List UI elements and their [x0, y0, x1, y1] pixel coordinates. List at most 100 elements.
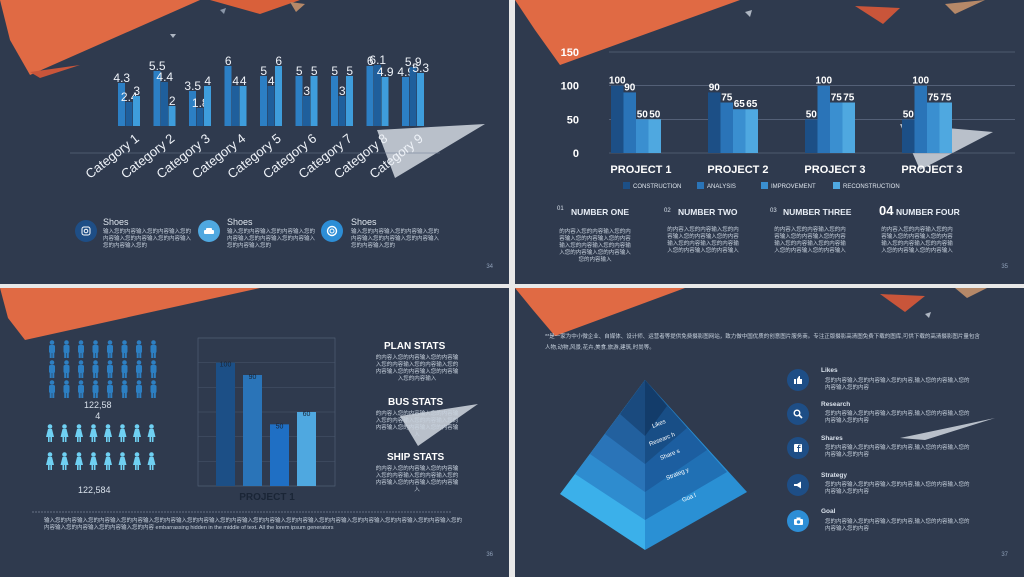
- data-label: 4: [240, 74, 247, 88]
- data-label: 5: [331, 64, 338, 78]
- female-icon: [47, 452, 53, 457]
- category-label: PROJECT 3: [901, 164, 962, 176]
- item-text: 您的内容输入您的内容输入您的内容,输入您的内容输入您的内容输入您的内容: [825, 482, 970, 495]
- search-icon: [787, 403, 809, 425]
- female-icon: [91, 424, 96, 429]
- bar: [295, 76, 303, 126]
- male-icon: [107, 380, 113, 385]
- slide-34[interactable]: 4.3 2.4 3 Category 1 5.5 4.4 2 Category 2 3.5 1.8…: [0, 0, 509, 284]
- male-icon: [49, 340, 55, 345]
- bar: [623, 92, 636, 153]
- female-icon: [149, 452, 154, 457]
- number-title: NUMBER FOUR: [896, 207, 960, 217]
- bar: [648, 119, 661, 153]
- stats-text: 的内容入您的内容输入您的内容输入您的内容输入您的内容输入您的内容输入您的内容输入…: [375, 411, 459, 438]
- data-label: 100: [815, 76, 832, 87]
- bar: [817, 85, 830, 153]
- data-label: 90: [624, 82, 636, 93]
- bar: [331, 76, 338, 126]
- bar: [417, 73, 424, 126]
- number-index: 04: [879, 203, 894, 218]
- data-label: 75: [721, 93, 733, 104]
- slide-36[interactable]: 122,58 4 122,584 100 90 50 60 PROJECT 1 PLAN…: [0, 288, 509, 572]
- number-index: 02: [664, 208, 671, 214]
- feature-text: 输入您的内容输入您的内容输入您的内容输入您的内容输入您的内容输入您的内容输入您的: [351, 229, 440, 249]
- bar: [402, 77, 409, 126]
- car-icon: [198, 220, 220, 242]
- intro-text: **是一家为中小微企业、自媒体、设计师、运营者等提供免费摄影图网站，致力做中国优…: [545, 334, 980, 351]
- stats-text: 的内容入您的内容输入您的内容输入您的内容输入您的内容输入您的内容输入您的内容输入…: [375, 355, 459, 382]
- number-text: 的内容入您的内容输入您的内容输入您的内容输入您的内容输入您的内容输入您的内容输入…: [774, 227, 846, 254]
- y-tick-label: 100: [561, 81, 579, 93]
- page-number: 34: [486, 264, 493, 270]
- data-label: 4.4: [156, 70, 173, 84]
- facebook-icon: [787, 437, 809, 459]
- legend-swatch: [761, 182, 768, 189]
- data-label: 5: [311, 64, 318, 78]
- bar: [189, 91, 196, 126]
- female-count: 122,584: [78, 485, 111, 495]
- number-index: 01: [557, 206, 564, 212]
- data-label: 4: [204, 74, 211, 88]
- bar: [216, 362, 235, 486]
- bar: [267, 86, 275, 126]
- male-icon: [64, 340, 69, 345]
- male-icon: [49, 360, 55, 365]
- male-icon: [122, 340, 127, 345]
- female-icon: [47, 424, 53, 429]
- bar: [914, 85, 927, 153]
- male-icon: [64, 360, 69, 365]
- feature-title: Shoes: [103, 217, 129, 227]
- data-label: 3.5: [184, 79, 201, 93]
- bar: [168, 106, 176, 126]
- data-label: 65: [734, 99, 746, 110]
- slide-37[interactable]: **是一家为中小微企业、自媒体、设计师、运营者等提供免费摄影图网站，致力做中国优…: [515, 288, 1024, 572]
- slide-decoration: [0, 288, 478, 513]
- data-label: 75: [940, 93, 952, 104]
- data-label: 5.3: [412, 61, 429, 75]
- bar-chart-project1: 100 90 50 60 PROJECT 1: [197, 337, 336, 503]
- male-icon: [151, 380, 156, 385]
- female-icon: [149, 424, 154, 429]
- data-label: 3: [339, 84, 346, 98]
- bar: [374, 65, 381, 126]
- data-label: 3: [133, 84, 140, 98]
- data-label: 5.9: [405, 55, 422, 69]
- bar: [842, 102, 855, 153]
- data-label: 75: [831, 93, 843, 104]
- data-label: 75: [843, 93, 855, 104]
- pyramid-label-goal: Goa l: [682, 493, 698, 504]
- category-label: PROJECT 1: [610, 164, 671, 176]
- male-icon: [78, 340, 84, 345]
- bar: [239, 86, 247, 126]
- data-label: 50: [806, 109, 818, 120]
- slide-decoration: [0, 0, 485, 178]
- male-icon: [93, 340, 98, 345]
- footer-text: 输入您的内容输入您的内容输入您的内容输入您的内容输入您的内容输入您的内容输入您的…: [44, 518, 463, 531]
- number-text: 的内容入您的内容输入您的内容输入您的内容输入您的内容输入您的内容输入您的内容输入…: [881, 227, 953, 254]
- legend-label: CONSTRUCTION: [633, 184, 681, 190]
- male-icon: [151, 360, 156, 365]
- slide-35[interactable]: 0 50 100 150 100 90 50 50 PROJECT 1 90 75 65 65 PROJE…: [515, 0, 1024, 284]
- bar: [118, 83, 125, 126]
- data-label: 6: [367, 54, 374, 68]
- male-icon: [107, 340, 113, 345]
- bar: [805, 119, 818, 153]
- male-icon: [93, 380, 98, 385]
- bar: [902, 119, 915, 153]
- item-title: Strategy: [821, 472, 848, 479]
- page-number: 36: [486, 552, 493, 558]
- y-tick-label: 150: [561, 47, 579, 59]
- pyramid-diagram: Likes Researc h Share s Strateg y Goa l: [560, 380, 747, 550]
- female-icon: [134, 452, 140, 457]
- data-label: 90: [709, 82, 721, 93]
- number-text: 的内容入您的内容输入您的内容输入您的内容输入您的内容输入您的内容输入您的内容输入…: [667, 227, 739, 254]
- data-label: 6.1: [369, 53, 386, 67]
- bar: [303, 96, 310, 126]
- female-icon: [62, 424, 67, 429]
- category-label: PROJECT 3: [804, 164, 865, 176]
- male-count: 122,58 4: [84, 400, 112, 421]
- item-text: 您的内容输入您的内容输入您的内容,输入您的内容输入您的内容输入您的内容: [825, 445, 970, 458]
- page-number: 37: [1001, 552, 1008, 558]
